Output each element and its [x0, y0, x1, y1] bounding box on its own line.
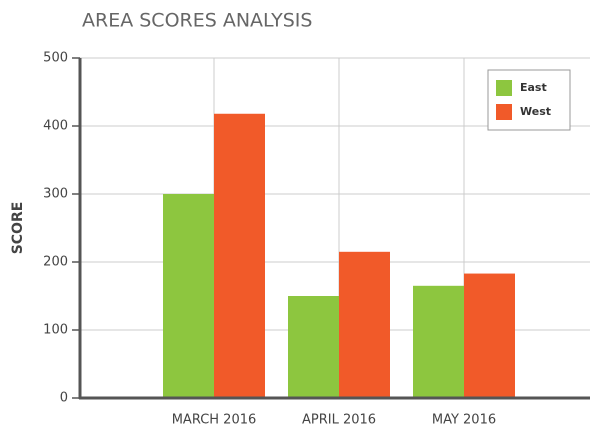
- bar: [163, 194, 214, 398]
- y-tick-label: 300: [43, 187, 68, 202]
- x-tick-label: APRIL 2016: [302, 413, 376, 428]
- x-tick-label: MAY 2016: [432, 413, 496, 428]
- y-tick-label: 500: [43, 51, 68, 66]
- legend-swatch: [496, 80, 512, 96]
- legend-swatch: [496, 104, 512, 120]
- legend-box: [487, 69, 571, 131]
- legend-label: West: [520, 105, 551, 118]
- bar: [288, 296, 339, 398]
- bar: [464, 273, 515, 398]
- bar: [214, 113, 265, 398]
- bar: [339, 251, 390, 398]
- y-tick-label: 100: [43, 323, 68, 338]
- legend-label: East: [520, 81, 547, 94]
- x-tick-label: MARCH 2016: [172, 413, 257, 428]
- chart-title: AREA SCORES ANALYSIS: [82, 10, 312, 32]
- y-tick-label: 0: [60, 391, 68, 406]
- bar: [413, 285, 464, 398]
- y-tick-label: 200: [43, 255, 68, 270]
- y-tick-label: 400: [43, 119, 68, 134]
- y-axis-label: SCORE: [10, 202, 26, 255]
